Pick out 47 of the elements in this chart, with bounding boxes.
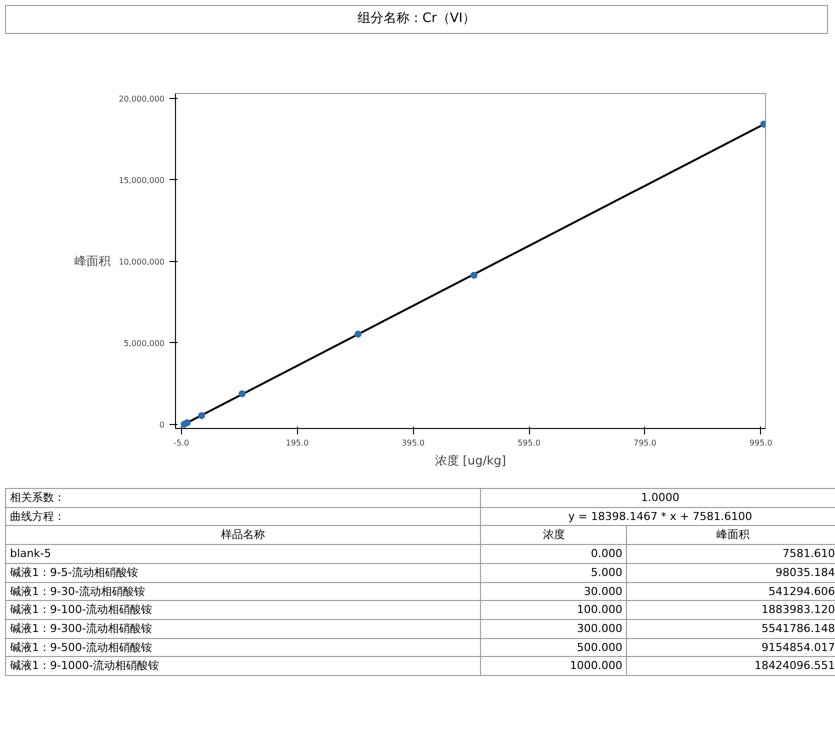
text: 碱液1：9-300-流动相硝酸铵 <box>6 619 481 638</box>
text: blank-5 <box>6 544 481 564</box>
text: 浓度 <box>480 526 627 545</box>
x-axis-title: 浓度 [ug/kg] <box>434 454 506 468</box>
y-tick-label: 10,000,000 <box>118 257 165 266</box>
y-tick-label: 5,000,000 <box>124 338 165 348</box>
chart-title: 组分名称：Cr（VI） <box>5 5 828 34</box>
text: 7581.610 <box>626 544 835 564</box>
point <box>354 330 362 338</box>
point <box>184 419 191 426</box>
x-tick-label: 795.0 <box>634 438 656 448</box>
point <box>198 412 206 420</box>
text: 碱液1：9-30-流动相硝酸铵 <box>6 582 481 601</box>
x-tick-label: 995.0 <box>749 438 772 448</box>
text: 5.000 <box>480 563 627 582</box>
text: 541294.606 <box>626 582 835 601</box>
text: y = 18398.1467 * x + 7581.6100 <box>480 507 835 526</box>
x-tick-label: 195.0 <box>286 438 309 448</box>
text: 300.000 <box>480 619 627 638</box>
x-tick-label: 595.0 <box>518 438 540 448</box>
y-tick-label: 15,000,000 <box>118 176 165 185</box>
text: 碱液1：9-1000-流动相硝酸铵 <box>6 656 481 676</box>
point <box>238 390 246 398</box>
text: 碱液1：9-500-流动相硝酸铵 <box>6 638 481 657</box>
text: 100.000 <box>480 600 627 620</box>
text: 5541786.148 <box>626 619 835 638</box>
point <box>470 272 478 279</box>
text: 相关系数： <box>6 488 481 508</box>
x-tick-label: -5.0 <box>173 438 190 448</box>
y-tick-label: 0 <box>159 420 165 430</box>
text: 1.0000 <box>480 488 835 508</box>
text: 碱液1：9-100-流动相硝酸铵 <box>6 600 481 620</box>
text: 曲线方程： <box>6 507 481 526</box>
text: 1000.000 <box>480 656 627 676</box>
y-tick-label: 20,000,000 <box>118 94 165 104</box>
x-tick-label: 395.0 <box>402 438 425 448</box>
text: 98035.184 <box>626 563 835 582</box>
text: 碱液1：9-5-流动相硝酸铵 <box>6 563 481 582</box>
text: 1883983.120 <box>626 600 835 620</box>
text: 500.000 <box>480 638 627 657</box>
text: 9154854.017 <box>626 638 835 657</box>
text: 0.000 <box>480 544 627 564</box>
text: 样品名称 <box>6 526 481 545</box>
y-axis-title: 峰面积 <box>74 254 111 268</box>
text: 峰面积 <box>626 526 835 545</box>
text: 18424096.551 <box>626 656 835 676</box>
text: 30.000 <box>480 582 627 601</box>
